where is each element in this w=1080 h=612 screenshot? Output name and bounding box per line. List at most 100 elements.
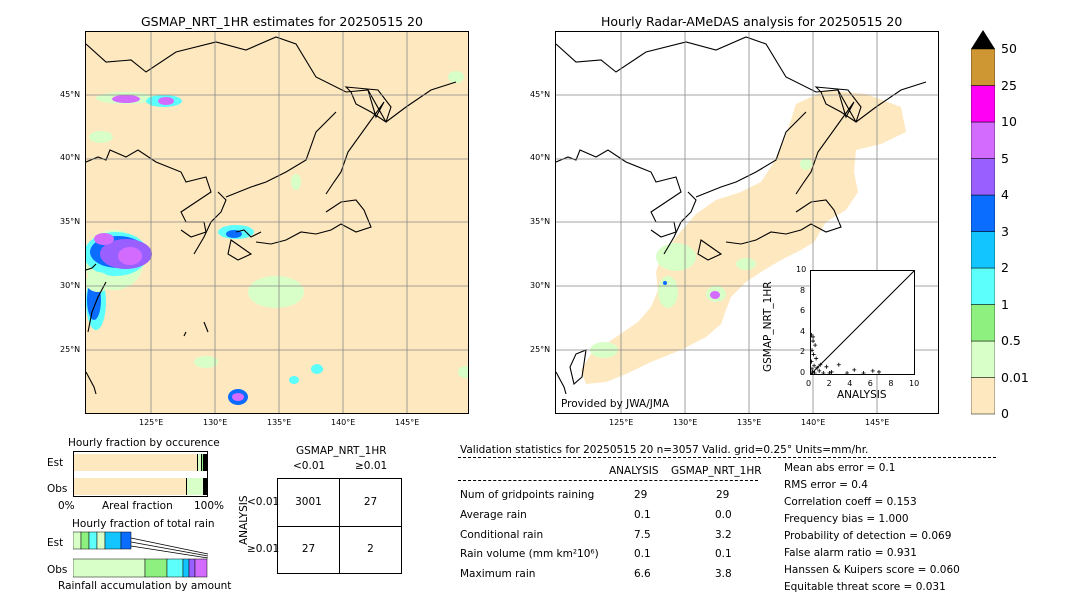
right-map[interactable]: Provided by JWA/JMA [555, 31, 939, 414]
contingency-col-0: <0.01 [293, 460, 326, 472]
scatter-point [876, 369, 881, 374]
scatter-point [814, 356, 819, 361]
right-lon-145: 145°E [865, 418, 890, 427]
scatter-point [852, 367, 857, 372]
left-map[interactable] [85, 31, 469, 414]
scatter-y-tick: 4 [800, 326, 806, 336]
colorbar-label: 10 [1001, 114, 1017, 129]
scatter-point [811, 339, 816, 344]
validation-col-analysis: ANALYSIS [609, 465, 659, 477]
colorbar-segment [970, 377, 996, 415]
contingency-row-0: <0.01 [247, 496, 280, 508]
score-3: Frequency bias = 1.000 [784, 513, 909, 525]
occurrence-axis-mid: Areal fraction [102, 500, 173, 512]
right-rain-peak [710, 291, 720, 299]
validation-header: Validation statistics for 20250515 20 n=… [460, 444, 869, 456]
left-map-title: GSMAP_NRT_1HR estimates for 20250515 20 [141, 14, 423, 29]
right-map-canvas [556, 32, 938, 413]
stat-label-0: Num of gridpoints raining [460, 489, 595, 501]
contingency-cell-01: 27 [363, 496, 378, 508]
stat-gsmap-2: 3.2 [715, 529, 732, 541]
scatter-point [810, 369, 815, 374]
occurrence-segment [203, 454, 207, 471]
left-lat-30: 30°N [60, 281, 81, 290]
right-coastlines [556, 36, 927, 395]
colorbar-label: 0 [1001, 406, 1009, 421]
scatter-point [821, 370, 826, 375]
scatter-point [811, 334, 816, 339]
scatter-point [810, 366, 815, 371]
scatter-diagonal [810, 270, 915, 375]
colorbar-segment [970, 48, 996, 86]
colorbar-segment [970, 304, 996, 342]
scatter-point [815, 365, 820, 370]
contingency-title: GSMAP_NRT_1HR [296, 445, 387, 457]
right-lat-35: 35°N [530, 217, 551, 226]
left-lon-145: 145°E [395, 418, 420, 427]
scatter-y-tick: 6 [800, 306, 806, 316]
contingency-cell-11: 2 [367, 543, 374, 555]
left-lat-40: 40°N [60, 153, 81, 162]
colorbar-segment [970, 121, 996, 159]
colorbar-label: 5 [1001, 150, 1009, 166]
stat-analysis-4: 6.6 [634, 568, 651, 580]
stat-analysis-2: 7.5 [634, 529, 651, 541]
validation-col-divider [458, 480, 758, 481]
colorbar-label: 4 [1001, 187, 1009, 202]
stat-gsmap-3: 0.1 [715, 548, 732, 560]
total-rain-obs-label: Obs [47, 564, 68, 576]
left-lat-35: 35°N [60, 217, 81, 226]
right-gridlines [556, 32, 938, 413]
occurrence-obs-label: Obs [47, 483, 68, 495]
scatter-plot [809, 270, 915, 375]
scatter-x-tick: 8 [888, 379, 894, 388]
scatter-y-tick: 10 [796, 265, 807, 274]
stat-label-4: Maximum rain [460, 568, 536, 580]
scatter-point [818, 362, 823, 367]
left-lat-25: 25°N [60, 345, 81, 354]
scatter-y-tick: 2 [800, 347, 806, 357]
score-4: Probability of detection = 0.069 [784, 530, 952, 542]
occurrence-title: Hourly fraction by occurence [68, 437, 220, 449]
validation-col-gsmap: GSMAP_NRT_1HR [671, 465, 762, 477]
colorbar-extend-arrow [971, 30, 995, 49]
scatter-y-tick: 8 [800, 285, 806, 295]
scatter-point [836, 362, 841, 367]
colorbar-label: 0.5 [1001, 333, 1021, 348]
score-0: Mean abs error = 0.1 [784, 462, 896, 474]
occurrence-segment [202, 454, 204, 471]
score-5: False alarm ratio = 0.931 [784, 547, 917, 559]
left-lon-135: 135°E [267, 418, 292, 427]
right-lat-30: 30°N [530, 281, 551, 290]
left-lat-45: 45°N [60, 90, 81, 99]
right-lat-45: 45°N [530, 90, 551, 99]
right-lon-140: 140°E [801, 418, 826, 427]
stat-label-3: Rain volume (mm km²10⁶) [460, 548, 599, 560]
occurrence-segment [187, 478, 204, 495]
colorbar-label: 2 [1001, 260, 1009, 275]
colorbar-canvas [970, 30, 996, 415]
scatter-point [845, 370, 850, 375]
right-map-credit: Provided by JWA/JMA [561, 398, 670, 410]
score-1: RMS error = 0.4 [784, 479, 868, 491]
scatter-y-tick: 0 [800, 368, 806, 377]
colorbar-label: 1 [1001, 296, 1009, 312]
right-lon-125: 125°E [609, 418, 634, 427]
scatter-point [827, 370, 832, 375]
occurrence-est-bar [74, 454, 207, 471]
right-lat-25: 25°N [530, 345, 551, 354]
occurrence-axis-right: 100% [194, 500, 225, 512]
colorbar-segment [970, 85, 996, 123]
colorbar-label: 0.01 [1001, 369, 1029, 385]
colorbar-segment [970, 194, 996, 232]
right-lat-40: 40°N [530, 153, 551, 162]
score-2: Correlation coeff = 0.153 [784, 496, 917, 508]
right-lon-135: 135°E [737, 418, 762, 427]
occurrence-est-label: Est [47, 457, 64, 469]
scatter-x-tick: 10 [909, 379, 920, 388]
scatter-point [813, 343, 818, 348]
score-6: Hanssen & Kuipers score = 0.060 [784, 564, 960, 576]
occurrence-axis-left: 0% [58, 500, 75, 512]
scatter-x-tick: 6 [867, 379, 873, 388]
occurrence-segment [203, 478, 205, 495]
